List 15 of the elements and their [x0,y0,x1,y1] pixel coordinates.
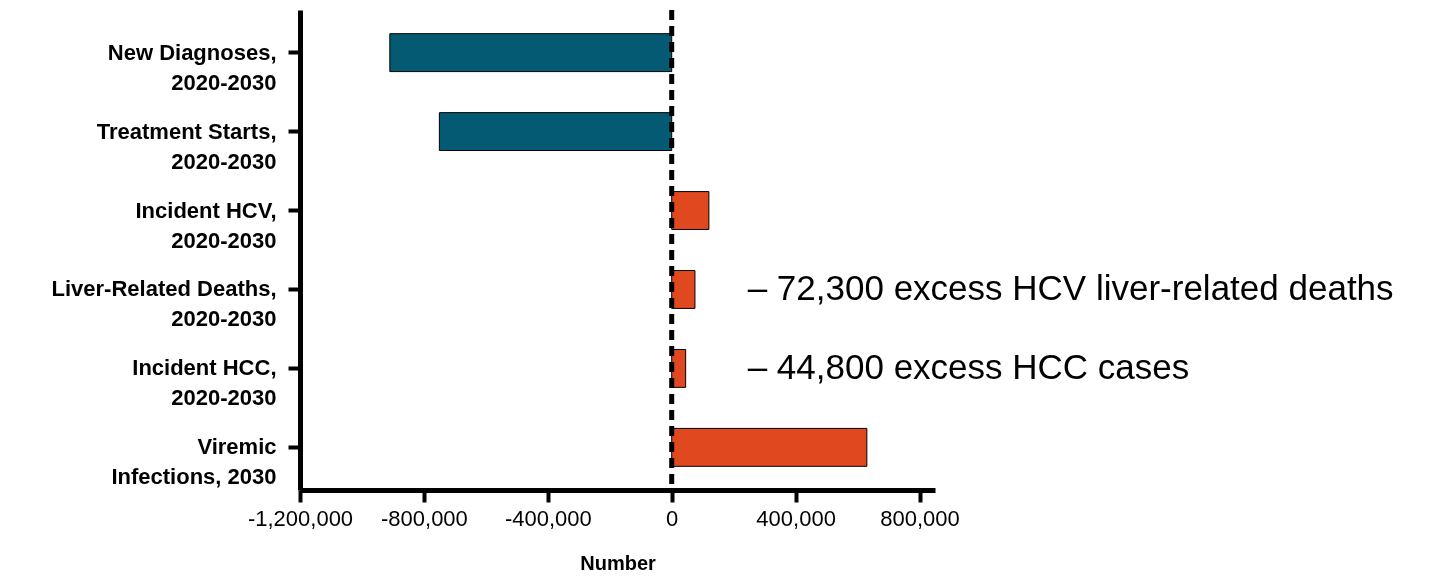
x-tick-label: 800,000 [880,505,960,531]
x-tick-label: -400,000 [504,505,592,531]
annotation: – 44,800 excess HCC cases [747,347,1190,387]
x-tick-label: -1,200,000 [247,505,354,531]
y-tick-label: New Diagnoses, 2020-2030 [107,39,277,95]
y-tick-label: Incident HCV, 2020-2030 [135,197,277,253]
x-axis-title: Number [580,551,656,574]
x-tick-label: 0 [666,505,679,531]
y-tick-label: Incident HCC, 2020-2030 [132,355,277,411]
x-tick-label: -800,000 [380,505,468,531]
y-tick-label: Viremic Infections, 2030 [111,434,277,490]
annotation: – 72,300 excess HCV liver-related deaths [747,268,1394,308]
y-tick-label: Liver-Related Deaths, 2020-2030 [51,276,277,332]
y-tick-label: Treatment Starts, 2020-2030 [96,118,277,174]
x-tick-label: 400,000 [756,505,836,531]
